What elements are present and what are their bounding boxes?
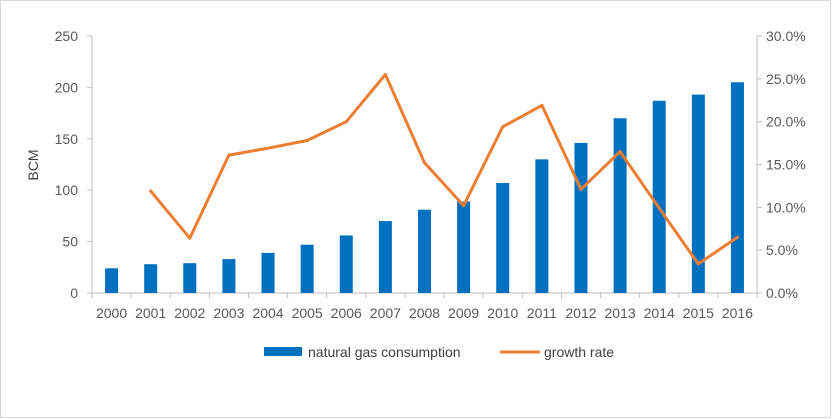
legend-swatch-bar [264,347,302,356]
bar [691,94,705,293]
left-y-tick-label: 250 [55,28,79,44]
bar [300,244,314,293]
growth-rate-line [149,73,739,266]
x-tick-label: 2007 [370,305,401,321]
line-point [149,189,153,193]
x-tick-label: 2004 [252,305,283,321]
x-tick-label: 2006 [331,305,362,321]
bar [339,235,353,293]
right-y-tick-label: 15.0% [766,157,806,173]
bar [652,100,666,293]
x-tick-label: 2015 [683,305,714,321]
line-point [266,146,270,150]
bar [144,264,158,293]
legend-label-line: growth rate [544,344,614,360]
left-y-tick-label: 200 [55,79,79,95]
line-point [579,187,583,191]
bar [496,183,510,293]
right-y-tick-label: 0.0% [766,285,798,301]
x-tick-label: 2013 [605,305,636,321]
x-axis-ticks: 2000 2001 2002 2003 2004 2005 2006 2007 2008 2009… [91,293,758,321]
line-point [188,236,192,240]
line-point [344,120,348,124]
x-tick-label: 2010 [487,305,518,321]
x-tick-label: 2012 [565,305,596,321]
left-y-ticks: 0 50 100 150 200 250 [55,28,92,301]
line-point [462,204,466,208]
legend-label-bar: natural gas consumption [308,344,461,360]
line-point [735,235,739,239]
bar-series [105,82,744,294]
line-point [540,103,544,107]
x-tick-label: 2011 [527,305,557,321]
bar [261,252,275,293]
line-point [423,161,426,165]
left-y-tick-label: 100 [55,182,79,198]
right-y-ticks: 0.0% 5.0% 10.0% 15.0% 20.0% 25.0% 30.0% [757,28,806,301]
left-y-tick-label: 50 [62,234,78,250]
x-tick-label: 2002 [174,305,205,321]
right-y-tick-label: 25.0% [766,71,806,87]
right-y-tick-label: 5.0% [766,242,798,258]
x-tick-label: 2016 [722,305,753,321]
x-tick-label: 2014 [644,305,675,321]
x-tick-label: 2008 [409,305,440,321]
x-tick-label: 2009 [448,305,479,321]
line-point [657,206,661,210]
left-y-tick-label: 150 [55,131,79,147]
line-series [149,73,739,266]
bar [418,209,431,293]
x-tick-label: 2003 [213,305,244,321]
right-y-tick-label: 20.0% [766,114,806,130]
line-point [696,262,700,266]
y-axis-title: BCM [25,149,41,180]
line-point [618,150,622,154]
bar [183,263,197,293]
right-y-tick-label: 10.0% [766,199,806,215]
line-point [383,73,387,77]
line-point [227,153,231,157]
x-tick-label: 2005 [292,305,323,321]
left-y-tick-label: 0 [70,285,78,301]
bar [730,82,744,293]
bar [574,142,588,293]
bar [378,221,392,293]
bar [222,259,236,293]
line-point [501,125,505,129]
right-y-tick-label: 30.0% [766,28,806,44]
bar [457,201,471,293]
legend: natural gas consumption growth rate [264,344,614,360]
bar [613,118,627,294]
bar [535,159,549,293]
bar [105,268,119,293]
line-point [305,139,309,143]
x-tick-label: 2000 [96,305,127,321]
x-tick-label: 2001 [135,305,166,321]
